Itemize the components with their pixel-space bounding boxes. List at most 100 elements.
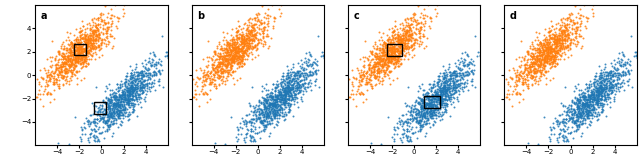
Point	[445, 94, 456, 96]
Point	[567, 100, 577, 102]
Point	[572, 113, 582, 115]
Point	[365, 76, 376, 79]
Point	[56, 65, 67, 68]
Point	[79, 57, 89, 60]
Point	[424, 102, 435, 105]
Point	[425, 103, 435, 106]
Point	[232, 56, 242, 59]
Point	[77, 50, 88, 53]
Point	[115, 107, 125, 109]
Point	[413, 121, 423, 124]
Point	[272, 94, 282, 97]
Point	[63, 65, 74, 67]
Point	[404, 129, 414, 132]
Point	[275, 100, 285, 103]
Point	[222, 49, 232, 52]
Point	[268, 100, 278, 103]
Point	[253, 41, 264, 43]
Point	[396, 121, 406, 123]
Point	[546, 47, 556, 50]
Point	[276, 112, 287, 114]
Point	[435, 101, 445, 103]
Point	[581, 108, 591, 110]
Point	[422, 102, 432, 105]
Point	[233, 55, 243, 57]
Point	[399, 36, 409, 39]
Point	[262, 115, 273, 118]
Point	[237, 42, 248, 45]
Point	[383, 38, 394, 40]
Point	[227, 59, 237, 62]
Point	[106, 35, 116, 37]
Point	[419, 8, 429, 11]
Point	[106, 96, 116, 98]
Point	[88, 35, 98, 38]
Point	[65, 58, 75, 60]
Point	[238, 46, 248, 49]
Point	[616, 64, 626, 67]
Point	[431, 100, 441, 102]
Point	[42, 58, 52, 60]
Point	[104, 124, 115, 127]
Point	[372, 55, 383, 57]
Point	[106, 115, 116, 118]
Point	[461, 54, 472, 56]
Point	[403, 39, 413, 42]
Point	[611, 89, 621, 92]
Point	[431, 105, 441, 108]
Point	[547, 43, 557, 45]
Point	[538, 67, 548, 69]
Point	[106, 95, 116, 98]
Point	[545, 30, 555, 33]
Point	[563, 108, 573, 111]
Point	[256, 112, 266, 114]
Point	[390, 36, 401, 38]
Point	[561, 121, 572, 124]
Point	[260, 106, 271, 109]
Point	[366, 78, 376, 81]
Point	[101, 97, 111, 99]
Point	[549, 59, 559, 62]
Point	[432, 94, 442, 97]
Point	[72, 44, 83, 47]
Point	[534, 54, 544, 57]
Point	[377, 44, 387, 47]
Point	[229, 47, 239, 50]
Point	[421, 91, 431, 94]
Point	[241, 135, 252, 138]
Point	[109, 102, 119, 105]
Point	[556, 26, 566, 29]
Point	[560, 30, 570, 33]
Point	[209, 64, 219, 66]
Point	[602, 95, 612, 98]
Point	[147, 73, 157, 76]
Point	[230, 52, 241, 55]
Point	[414, 116, 424, 118]
Point	[89, 118, 99, 120]
Point	[276, 94, 286, 97]
Point	[570, 111, 580, 113]
Point	[221, 54, 232, 57]
Point	[616, 50, 627, 53]
Point	[72, 41, 83, 44]
Point	[77, 55, 87, 57]
Point	[90, 31, 100, 34]
Point	[134, 96, 144, 98]
Point	[294, 84, 304, 87]
Point	[591, 119, 602, 122]
Point	[246, 121, 257, 123]
Point	[316, 55, 326, 58]
Point	[221, 44, 231, 47]
Point	[441, 95, 451, 97]
Point	[230, 51, 240, 54]
Point	[118, 111, 129, 114]
Point	[362, 75, 372, 77]
Point	[414, 103, 424, 106]
Point	[552, 40, 562, 42]
Point	[531, 49, 541, 52]
Point	[390, 38, 401, 41]
Point	[398, 37, 408, 40]
Point	[581, 1, 591, 4]
Point	[278, 95, 289, 97]
Point	[539, 57, 549, 60]
